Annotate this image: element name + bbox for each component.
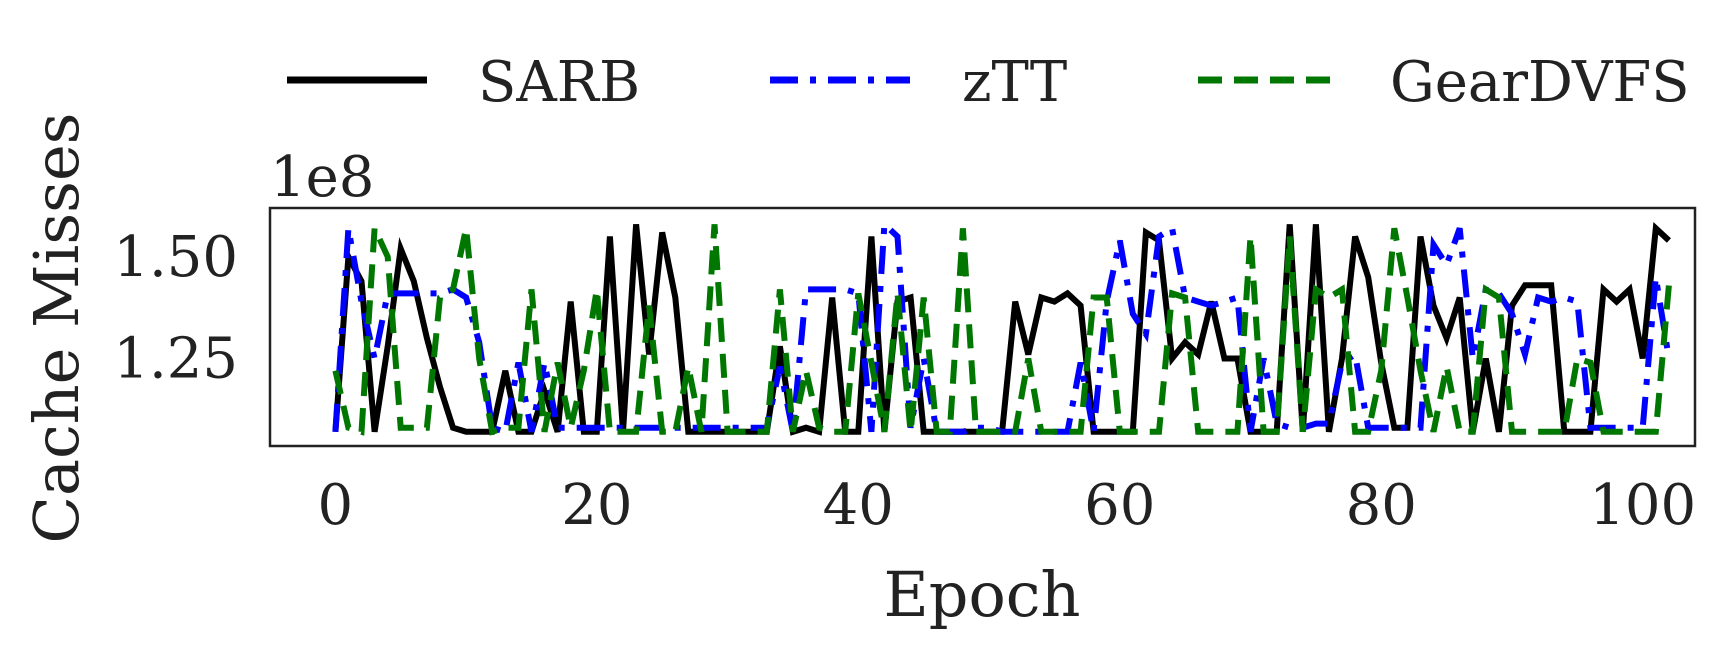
- x-axis-label: Epoch: [884, 558, 1081, 631]
- y-tick-label: 1.50: [113, 225, 238, 290]
- x-tick-label: 100: [1589, 473, 1696, 538]
- legend-label-ztt: zTT: [962, 50, 1067, 115]
- series-line-ztt: [332, 217, 1672, 436]
- x-tick-label: 80: [1346, 473, 1417, 538]
- legend: SARB zTT GearDVFS: [287, 50, 1690, 115]
- y-tick-label: 1.25: [113, 327, 238, 392]
- series-line-geardvfs: [332, 224, 1672, 436]
- x-tick-label: 40: [823, 473, 894, 538]
- x-axis: 0 20 40 60 80 100: [318, 473, 1697, 538]
- x-tick-label: 20: [561, 473, 632, 538]
- plot-frame: [268, 206, 1697, 448]
- x-tick-label: 0: [318, 473, 354, 538]
- series-layer: [332, 217, 1672, 436]
- y-axis: 1.25 1.50: [113, 225, 238, 392]
- y-offset-label: 1e8: [270, 145, 374, 210]
- y-axis-label: Cache Misses: [20, 113, 93, 544]
- legend-label-sarb: SARB: [478, 50, 640, 115]
- x-tick-label: 60: [1084, 473, 1155, 538]
- legend-label-geardvfs: GearDVFS: [1390, 50, 1690, 115]
